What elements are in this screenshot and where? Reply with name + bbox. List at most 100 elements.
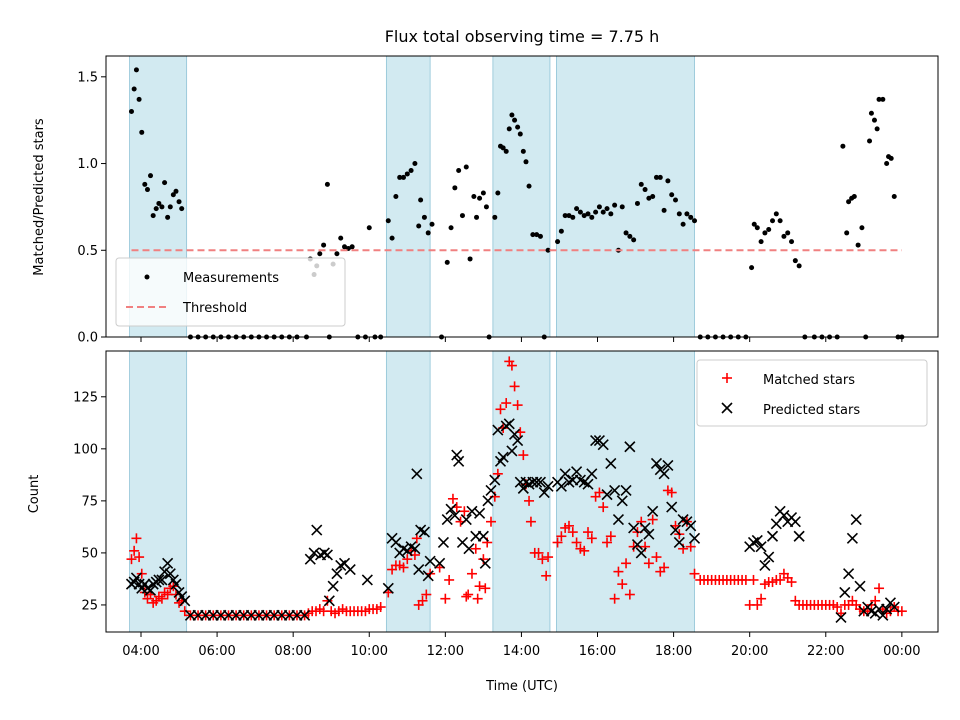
predicted-star-point	[590, 434, 602, 447]
matched-star-point	[556, 531, 567, 542]
observing-window	[492, 350, 551, 633]
predicted-star-point	[647, 505, 659, 517]
predicted-star-point	[669, 524, 682, 536]
predicted-star-point	[582, 478, 594, 490]
bottom-x-ticks: 04:00 06:00 08:00 10:00 12:00 14:00 16:00 18:00…	[122, 632, 921, 659]
measurement-point	[657, 174, 663, 180]
matched-star-point	[775, 574, 786, 585]
bottom-legend-box	[696, 359, 928, 427]
predicted-star-point	[482, 495, 494, 507]
predicted-star-point	[755, 541, 767, 553]
measurement-point	[589, 214, 595, 220]
matched-star-point	[447, 493, 458, 504]
measurement-point	[452, 185, 458, 191]
predicted-star-point	[321, 549, 333, 561]
predicted-star-point	[445, 503, 457, 515]
measurement-point	[789, 239, 795, 245]
measurement-point	[512, 117, 518, 123]
measurement-point	[421, 214, 427, 220]
matched-star-point	[518, 450, 529, 461]
measurement-point	[503, 148, 509, 154]
matched-star-point	[613, 566, 624, 577]
matched-star-point	[537, 554, 548, 565]
measurement-point	[133, 67, 139, 73]
top-legend: Measurements Threshold	[115, 257, 346, 327]
measurement-point	[570, 214, 576, 220]
predicted-star-point	[327, 580, 339, 592]
predicted-star-point	[839, 586, 851, 599]
predicted-star-point	[164, 568, 176, 580]
matched-star-point	[156, 593, 167, 604]
predicted-star-point	[492, 424, 504, 436]
matched-star-point	[495, 404, 506, 415]
predicted-star-point	[609, 484, 621, 497]
measurement-point	[627, 233, 633, 239]
matched-star-point	[136, 568, 147, 579]
x-tick-label: 08:00	[274, 644, 311, 659]
measurement-point	[397, 174, 403, 180]
star-count-panel: 25 50 75 100 125 04:00 06:00 08:00 10:00 12:00 14…	[27, 350, 939, 694]
predicted-star-point	[299, 609, 311, 621]
predicted-star-point	[311, 524, 323, 536]
measurement-point	[581, 213, 587, 219]
flux-ratio-panel: 0.0 0.5 1.0 1.5 Flux total observing time =…	[32, 27, 939, 346]
matched-star-point	[485, 516, 496, 527]
measurement-point	[781, 233, 787, 239]
measurement-point	[144, 187, 150, 193]
predicted-star-point	[789, 516, 801, 528]
measurement-point	[412, 161, 418, 167]
y-tick-label: 0.5	[77, 244, 98, 259]
matched-star-point	[874, 583, 885, 594]
measurement-point	[867, 138, 873, 144]
measurement-point	[170, 192, 176, 198]
measurement-point	[366, 225, 372, 231]
predicted-star-point	[658, 468, 670, 480]
measurement-point	[142, 181, 148, 187]
observing-window	[385, 350, 431, 633]
measurement-point	[492, 214, 498, 220]
matched-star-point	[602, 537, 613, 548]
measurement-point	[515, 124, 521, 130]
matched-star-point	[756, 593, 767, 604]
y-tick-label: 125	[73, 390, 98, 405]
matched-star-point	[466, 568, 477, 579]
measurement-point	[612, 202, 618, 208]
measurement-point	[880, 96, 886, 102]
predicted-star-point	[474, 507, 486, 519]
predicted-star-point	[390, 536, 402, 549]
matched-star-point	[571, 537, 582, 548]
measurement-point	[888, 155, 894, 161]
measurement-point	[418, 197, 424, 203]
predicted-star-point	[628, 522, 640, 534]
measurement-point	[577, 209, 583, 215]
measurement-point	[467, 256, 473, 262]
measurement-point	[773, 211, 779, 217]
measurement-point	[321, 242, 327, 248]
matched-star-point	[579, 545, 590, 556]
matched-star-point	[398, 562, 409, 573]
predicted-star-point	[601, 489, 613, 501]
predicted-star-point	[586, 468, 598, 480]
predicted-star-point	[531, 476, 543, 488]
measurement-point	[608, 211, 614, 217]
measurement-point	[604, 206, 610, 212]
matched-star-point	[411, 533, 422, 544]
observing-window	[385, 55, 431, 338]
measurement-point	[131, 86, 137, 92]
measurement-point	[474, 214, 480, 220]
measurement-point	[623, 230, 629, 236]
matched-star-point	[129, 545, 140, 556]
measurement-point	[534, 232, 540, 238]
measurement-point	[840, 143, 846, 149]
measurement-point	[480, 190, 486, 196]
predicted-star-point	[605, 457, 617, 469]
matched-star-point	[533, 547, 544, 558]
matched-star-point	[643, 558, 654, 569]
measurement-point	[558, 228, 564, 234]
measurement-point	[661, 207, 667, 213]
y-tick-label: 1.5	[77, 70, 98, 85]
measurement-point	[153, 206, 159, 212]
measurement-point	[642, 187, 648, 193]
measurement-point	[148, 173, 154, 179]
measurement-point	[495, 190, 501, 196]
